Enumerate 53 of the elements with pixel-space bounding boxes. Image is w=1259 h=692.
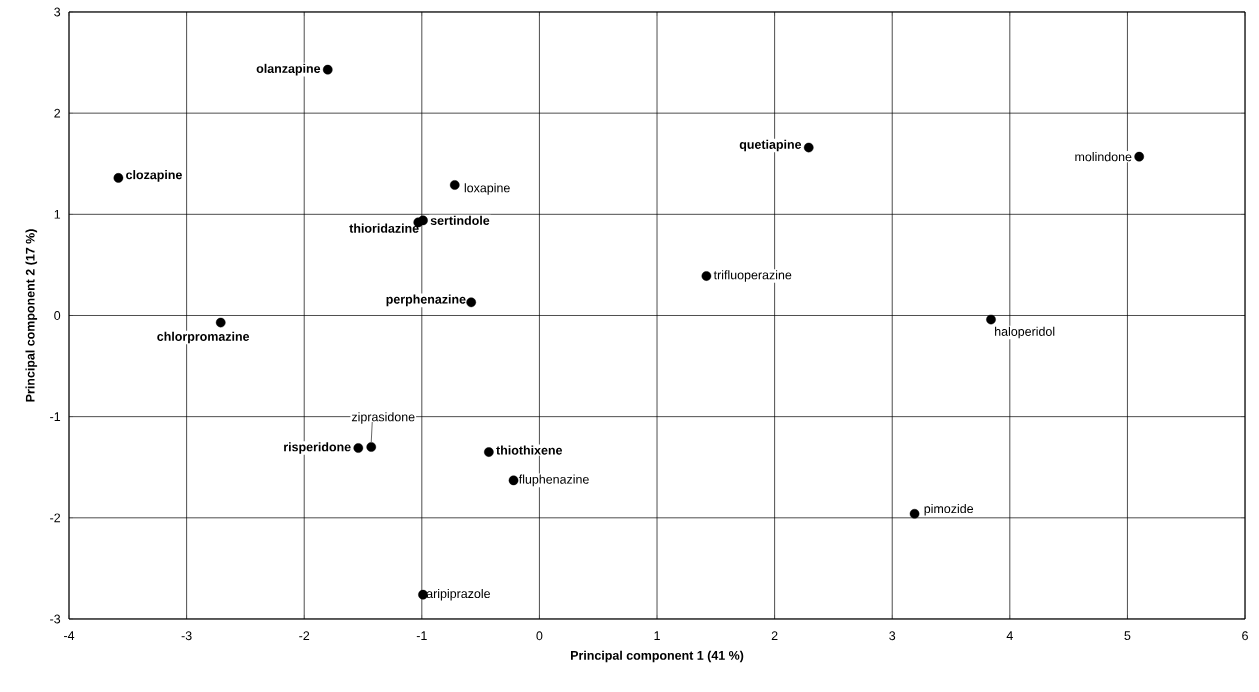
x-tick-label: 0 — [536, 631, 543, 641]
annotation: haloperidol — [995, 326, 1055, 339]
y-tick-label: -1 — [50, 412, 61, 421]
annotation: ziprasidone — [351, 412, 415, 424]
x-tick-label: -4 — [64, 631, 75, 640]
annotation: clozapine — [126, 170, 182, 182]
y-axis-title: Principal component 2 (17 %) — [25, 229, 38, 402]
x-tick-label: 2 — [771, 631, 778, 641]
annotation: molindone — [1075, 152, 1132, 162]
y-tick-label: 1 — [54, 210, 61, 219]
point — [803, 142, 814, 153]
x-tick-label: -1 — [416, 631, 427, 640]
annotation: perphenazine — [386, 294, 466, 307]
x-tick-label: -3 — [181, 631, 192, 641]
point — [366, 442, 377, 452]
annotation: fluphenazine — [518, 474, 589, 487]
y-tick-label: -2 — [50, 513, 61, 523]
annotation: sertindole — [430, 215, 490, 225]
x-tick-label: -2 — [299, 631, 310, 641]
x-tick-label: 3 — [889, 631, 896, 641]
y-tick-label: 2 — [54, 108, 61, 118]
annotation: thiothixene — [496, 445, 563, 455]
x-tick-label: 4 — [1006, 631, 1013, 640]
annotation: trifluoperazine — [713, 270, 792, 282]
y-tick-label: 0 — [54, 311, 61, 320]
point — [909, 508, 920, 519]
point — [701, 271, 712, 281]
annotation: thioridazine — [349, 223, 419, 233]
annotation: olanzapine — [256, 63, 321, 76]
annotation: loxapine — [464, 183, 510, 195]
point — [449, 180, 460, 190]
point — [322, 64, 333, 75]
point — [484, 447, 494, 457]
point — [986, 314, 996, 325]
point — [418, 215, 428, 226]
point — [113, 173, 124, 183]
annotation: quetiapine — [739, 139, 802, 152]
annotation: aripiprazole — [426, 588, 490, 601]
point — [353, 443, 364, 453]
x-tick-label: 1 — [654, 631, 660, 640]
point — [215, 317, 226, 328]
point — [508, 475, 519, 486]
x-tick-label: 6 — [1242, 631, 1248, 641]
point — [418, 589, 428, 600]
annotation: risperidone — [284, 442, 351, 454]
x-tick-label: 5 — [1124, 631, 1131, 641]
x-axis-title: Principal component 1 (41 %) — [571, 650, 744, 663]
annotation: pimozide — [924, 503, 974, 516]
y-tick-label: -3 — [50, 614, 61, 624]
annotation: chlorpromazine — [157, 331, 250, 344]
point — [466, 297, 477, 308]
point — [1134, 151, 1144, 162]
y-tick-label: 3 — [54, 7, 61, 17]
